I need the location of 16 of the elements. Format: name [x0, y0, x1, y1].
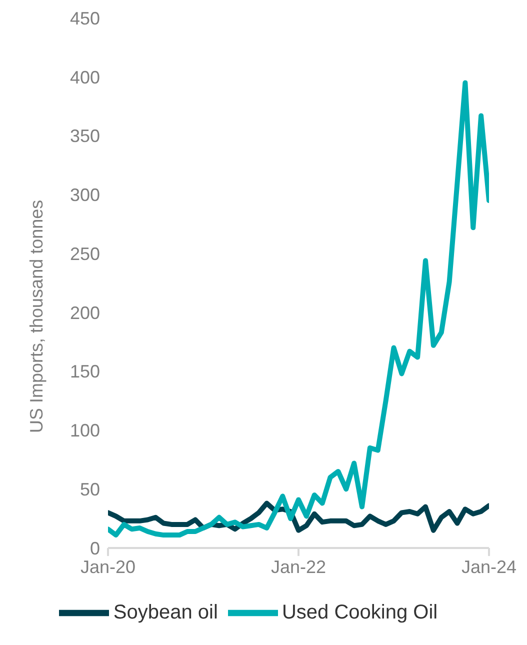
y-tick-label: 100	[70, 420, 100, 441]
y-tick-label: 150	[70, 362, 100, 382]
y-tick-label: 350	[70, 126, 100, 146]
y-tick-label: 450	[70, 8, 100, 28]
y-tick-label: 0	[90, 538, 100, 558]
y-tick-label: 50	[80, 480, 100, 500]
y-tick-label: 400	[70, 67, 100, 88]
x-tick-label: Jan-20	[80, 556, 136, 577]
x-tick-label: Jan-24	[461, 556, 517, 577]
legend-label: Used Cooking Oil	[282, 601, 438, 624]
y-tick-label: 200	[70, 302, 100, 323]
y-tick-label: 250	[70, 244, 100, 264]
legend-label: Soybean oil	[113, 601, 218, 624]
x-tick-label: Jan-22	[270, 556, 326, 577]
y-tick-label: 300	[70, 185, 100, 206]
y-axis-title: US Imports, thousand tonnes	[26, 200, 46, 433]
